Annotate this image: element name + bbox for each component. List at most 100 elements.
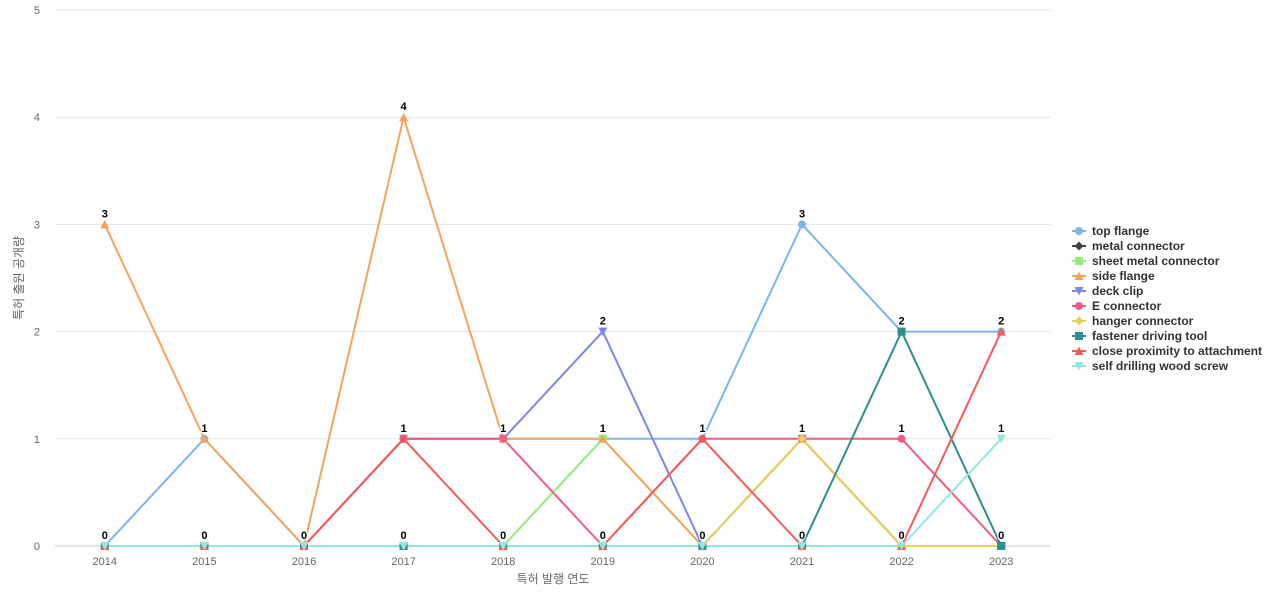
legend-item[interactable]: deck clip <box>1072 284 1143 298</box>
x-tick-label: 2019 <box>591 556 615 568</box>
legend-item[interactable]: hanger connector <box>1072 314 1194 328</box>
legend-marker <box>1075 257 1083 265</box>
legend-item[interactable]: E connector <box>1072 299 1162 313</box>
legend-label: metal connector <box>1092 239 1185 253</box>
legend-label: fastener driving tool <box>1092 329 1207 343</box>
x-tick-label: 2020 <box>690 556 714 568</box>
data-label: 2 <box>600 316 606 328</box>
x-tick-label: 2023 <box>989 556 1013 568</box>
legend-marker <box>1074 271 1084 280</box>
legend-item[interactable]: sheet metal connector <box>1072 254 1220 268</box>
data-point-marker <box>598 542 608 551</box>
data-label: 0 <box>500 530 506 542</box>
legend-item[interactable]: side flange <box>1072 269 1155 283</box>
data-label: 2 <box>899 316 905 328</box>
legend-marker <box>1075 302 1083 310</box>
data-label: 3 <box>102 208 108 220</box>
legend-item[interactable]: close proximity to attachment <box>1072 344 1262 358</box>
y-tick-label: 2 <box>34 327 40 339</box>
series-line <box>104 437 1002 547</box>
data-label: 0 <box>899 530 905 542</box>
data-point-marker <box>996 327 1006 336</box>
data-label: 0 <box>699 530 705 542</box>
data-point-marker <box>199 434 209 443</box>
legend-label: deck clip <box>1092 284 1143 298</box>
data-point-marker <box>399 112 409 122</box>
data-point-marker <box>996 434 1006 444</box>
data-point-marker <box>997 542 1006 550</box>
x-tick-label: 2022 <box>889 556 913 568</box>
data-point-marker <box>100 219 110 229</box>
legend-marker <box>1074 287 1084 296</box>
grid-lines <box>55 9 1051 547</box>
data-point-marker <box>897 434 906 443</box>
legend-item[interactable]: fastener driving tool <box>1072 329 1207 343</box>
data-point-marker <box>697 542 707 551</box>
legend-label: hanger connector <box>1092 314 1194 328</box>
legend-label: sheet metal connector <box>1092 254 1220 268</box>
data-point-marker <box>598 327 608 337</box>
data-label: 0 <box>998 530 1004 542</box>
data-label: 0 <box>799 530 805 542</box>
legend-item[interactable]: top flange <box>1072 224 1150 238</box>
data-label: 1 <box>699 423 705 435</box>
y-axis-title: 특허 출원 공개량 <box>12 236 26 320</box>
legend-item[interactable]: metal connector <box>1072 239 1185 253</box>
legend-marker <box>1075 227 1083 235</box>
data-label: 0 <box>102 530 108 542</box>
y-tick-label: 3 <box>34 219 40 231</box>
x-tick-label: 2016 <box>292 556 316 568</box>
legend-label: top flange <box>1092 224 1150 238</box>
data-point-marker <box>499 434 508 443</box>
x-tick-label: 2015 <box>192 556 216 568</box>
data-label: 3 <box>799 208 805 220</box>
y-tick-label: 4 <box>34 112 40 124</box>
legend-marker <box>1074 346 1084 355</box>
series-lines <box>103 116 1003 547</box>
y-tick-label: 1 <box>34 434 40 446</box>
data-point-marker <box>897 327 906 336</box>
data-label: 4 <box>401 101 408 113</box>
data-point-marker <box>897 542 907 551</box>
legend-marker <box>1074 241 1084 251</box>
data-labels: 3 0 1 0 0 4 1 0 1 0 2 1 0 1 0 3 1 0 2 1 0 2 1 0 <box>100 100 1005 543</box>
data-point-marker <box>797 434 807 444</box>
data-point-marker <box>199 542 209 551</box>
legend-label: side flange <box>1092 269 1155 283</box>
legend-item[interactable]: self drilling wood screw <box>1072 359 1229 373</box>
data-label: 0 <box>201 530 207 542</box>
data-point-marker <box>299 542 309 551</box>
legend-marker <box>1075 332 1083 340</box>
data-label: 1 <box>500 423 506 435</box>
y-tick-label: 5 <box>34 5 40 17</box>
data-point-marker <box>399 434 409 443</box>
data-label: 1 <box>998 423 1004 435</box>
legend-label: E connector <box>1092 299 1162 313</box>
data-point-marker <box>797 542 807 551</box>
legend-marker <box>1074 362 1084 371</box>
data-label: 1 <box>201 423 207 435</box>
x-tick-label: 2014 <box>93 556 117 568</box>
data-point-marker <box>697 434 707 443</box>
data-point-marker <box>798 220 806 229</box>
y-axis-ticks: 0 1 2 3 4 5 <box>34 5 40 553</box>
x-axis-title: 특허 발행 연도 <box>517 571 590 586</box>
data-point-marker <box>399 542 409 551</box>
data-label: 1 <box>401 423 407 435</box>
data-label: 1 <box>799 423 805 435</box>
legend-label: self drilling wood screw <box>1092 359 1229 373</box>
data-point-marker <box>100 542 110 551</box>
x-tick-label: 2018 <box>491 556 515 568</box>
legend-marker <box>1074 316 1084 326</box>
x-tick-label: 2021 <box>790 556 814 568</box>
x-axis-ticks: 2014 2015 2016 2017 2018 2019 2020 2021 2022 2023 <box>93 556 1014 568</box>
data-label: 0 <box>301 530 307 542</box>
y-tick-label: 0 <box>34 541 40 553</box>
data-label: 1 <box>899 423 905 435</box>
data-label: 2 <box>998 316 1004 328</box>
series-line <box>104 438 1002 547</box>
data-point-marker <box>598 434 608 443</box>
data-label: 0 <box>600 530 606 542</box>
